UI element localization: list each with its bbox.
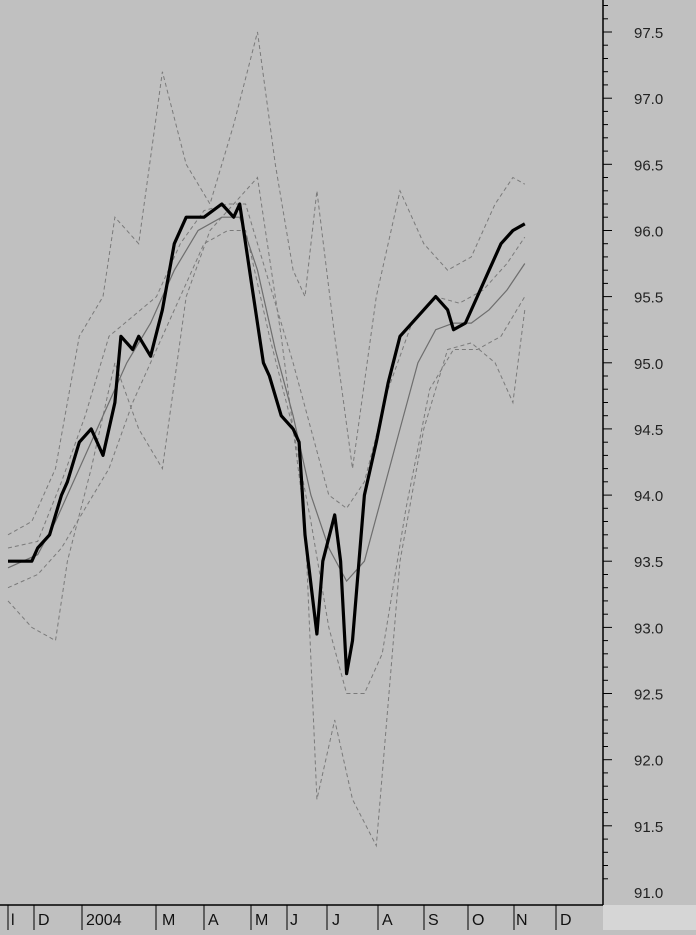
y-tick-label: 91.5 [634, 819, 663, 836]
x-tick-label: A [382, 912, 393, 929]
series-band-3 [7, 230, 526, 694]
y-tick-label: 93.5 [634, 554, 663, 571]
y-tick-label: 95.0 [634, 356, 663, 373]
y-tick-label: 97.5 [634, 25, 663, 42]
x-tick-label: 2004 [86, 912, 122, 929]
series-band-2 [7, 203, 526, 549]
y-tick-label: 96.5 [634, 157, 663, 174]
x-tick-label: D [560, 912, 572, 929]
x-tick-label: M [162, 912, 175, 929]
series-price-5 [8, 202, 526, 676]
x-tick-label: J [332, 912, 340, 929]
x-tick-label: N [516, 912, 528, 929]
x-axis: l D 2004 M A M J J A S O N D [0, 904, 696, 930]
corner-panel [603, 905, 696, 930]
x-tick-label: A [208, 912, 219, 929]
x-tick-label: D [38, 912, 50, 929]
y-tick-label: 95.5 [634, 290, 663, 307]
y-tick-label: 91.0 [634, 885, 663, 902]
series-moving-average-4 [7, 216, 526, 583]
y-axis: 97.5 97.0 96.5 96.0 95.5 95.0 94.5 94.0 93.5 93.0… [602, 0, 663, 905]
y-tick-label: 94.0 [634, 488, 663, 505]
x-tick-label: M [255, 912, 268, 929]
x-tick-label: J [290, 912, 298, 929]
y-tick-label: 93.0 [634, 620, 663, 637]
y-tick-label: 97.0 [634, 91, 663, 108]
series-band-1 [7, 176, 526, 848]
y-tick-label: 92.5 [634, 687, 663, 704]
plot-area [7, 31, 526, 848]
x-tick-label: l [11, 912, 15, 929]
x-tick-label: S [428, 912, 439, 929]
y-tick-label: 94.5 [634, 422, 663, 439]
y-tick-label: 96.0 [634, 224, 663, 241]
x-tick-label: O [472, 912, 484, 929]
y-tick-label: 92.0 [634, 753, 663, 770]
